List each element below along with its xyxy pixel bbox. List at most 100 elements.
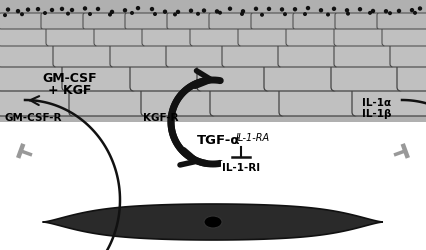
FancyBboxPatch shape xyxy=(210,85,284,116)
Circle shape xyxy=(218,13,222,17)
Bar xyxy=(0,0,426,122)
Circle shape xyxy=(344,8,348,12)
Circle shape xyxy=(357,7,361,12)
Circle shape xyxy=(318,9,322,14)
Circle shape xyxy=(201,10,206,14)
FancyBboxPatch shape xyxy=(208,14,253,30)
FancyBboxPatch shape xyxy=(53,42,114,68)
Text: GM-CSF-R: GM-CSF-R xyxy=(5,112,62,122)
FancyBboxPatch shape xyxy=(278,85,357,116)
FancyBboxPatch shape xyxy=(46,25,98,47)
Circle shape xyxy=(95,8,100,13)
FancyBboxPatch shape xyxy=(166,42,225,68)
FancyBboxPatch shape xyxy=(110,42,170,68)
FancyBboxPatch shape xyxy=(277,42,337,68)
Circle shape xyxy=(36,10,40,14)
Circle shape xyxy=(109,9,114,14)
FancyBboxPatch shape xyxy=(41,14,85,30)
FancyBboxPatch shape xyxy=(196,62,269,92)
Circle shape xyxy=(253,9,258,13)
FancyBboxPatch shape xyxy=(0,62,68,92)
Circle shape xyxy=(279,9,284,13)
Circle shape xyxy=(188,8,193,13)
FancyBboxPatch shape xyxy=(125,14,169,30)
FancyBboxPatch shape xyxy=(0,14,43,30)
Circle shape xyxy=(292,10,296,15)
Circle shape xyxy=(370,10,374,14)
Circle shape xyxy=(266,8,271,12)
FancyBboxPatch shape xyxy=(376,14,426,30)
FancyBboxPatch shape xyxy=(167,14,210,30)
Circle shape xyxy=(305,9,309,13)
FancyBboxPatch shape xyxy=(292,14,336,30)
Text: KGF-R: KGF-R xyxy=(143,112,178,122)
Circle shape xyxy=(387,14,391,18)
Circle shape xyxy=(331,9,335,14)
FancyBboxPatch shape xyxy=(237,25,289,47)
Text: + KGF: + KGF xyxy=(48,84,92,97)
Circle shape xyxy=(173,13,177,17)
Circle shape xyxy=(259,13,263,16)
FancyBboxPatch shape xyxy=(130,62,202,92)
Circle shape xyxy=(240,8,245,12)
Circle shape xyxy=(239,14,243,18)
Circle shape xyxy=(123,8,127,13)
Circle shape xyxy=(60,7,64,12)
Circle shape xyxy=(367,12,371,16)
Circle shape xyxy=(150,8,154,13)
FancyBboxPatch shape xyxy=(94,25,146,47)
Circle shape xyxy=(396,8,400,12)
Circle shape xyxy=(83,7,87,12)
Polygon shape xyxy=(43,204,382,240)
Circle shape xyxy=(26,8,30,12)
FancyBboxPatch shape xyxy=(333,25,385,47)
FancyBboxPatch shape xyxy=(389,42,426,68)
FancyBboxPatch shape xyxy=(0,85,75,116)
Circle shape xyxy=(66,13,70,17)
FancyBboxPatch shape xyxy=(334,14,378,30)
FancyBboxPatch shape xyxy=(0,42,57,68)
FancyBboxPatch shape xyxy=(142,25,193,47)
FancyBboxPatch shape xyxy=(333,42,393,68)
Text: IL-1β: IL-1β xyxy=(361,108,391,118)
Circle shape xyxy=(214,11,219,15)
Circle shape xyxy=(176,9,180,13)
Circle shape xyxy=(108,14,112,18)
Circle shape xyxy=(130,12,134,16)
Circle shape xyxy=(16,8,20,12)
Circle shape xyxy=(196,12,199,16)
Circle shape xyxy=(88,13,92,17)
FancyBboxPatch shape xyxy=(0,25,50,47)
Circle shape xyxy=(69,7,74,12)
Circle shape xyxy=(3,13,7,17)
Text: GM-CSF: GM-CSF xyxy=(43,72,97,85)
Circle shape xyxy=(162,10,167,15)
FancyBboxPatch shape xyxy=(351,85,426,116)
Ellipse shape xyxy=(204,216,222,228)
Text: IL-1-RI: IL-1-RI xyxy=(222,162,259,172)
FancyBboxPatch shape xyxy=(285,25,337,47)
FancyBboxPatch shape xyxy=(250,14,294,30)
Circle shape xyxy=(302,13,306,17)
FancyBboxPatch shape xyxy=(396,62,426,92)
Circle shape xyxy=(6,9,10,14)
Circle shape xyxy=(345,12,349,16)
Circle shape xyxy=(43,12,47,16)
FancyBboxPatch shape xyxy=(381,25,426,47)
Circle shape xyxy=(417,9,421,14)
Circle shape xyxy=(409,9,413,13)
FancyBboxPatch shape xyxy=(222,42,281,68)
Circle shape xyxy=(383,9,387,13)
Text: IL-1α: IL-1α xyxy=(361,98,390,108)
Circle shape xyxy=(135,8,140,12)
FancyBboxPatch shape xyxy=(263,62,336,92)
Circle shape xyxy=(20,14,24,18)
Circle shape xyxy=(412,14,416,18)
Circle shape xyxy=(153,13,157,17)
Circle shape xyxy=(227,8,232,13)
FancyBboxPatch shape xyxy=(141,85,216,116)
FancyBboxPatch shape xyxy=(83,14,127,30)
FancyBboxPatch shape xyxy=(62,62,136,92)
FancyBboxPatch shape xyxy=(190,25,242,47)
Text: TGF-α: TGF-α xyxy=(196,134,240,147)
